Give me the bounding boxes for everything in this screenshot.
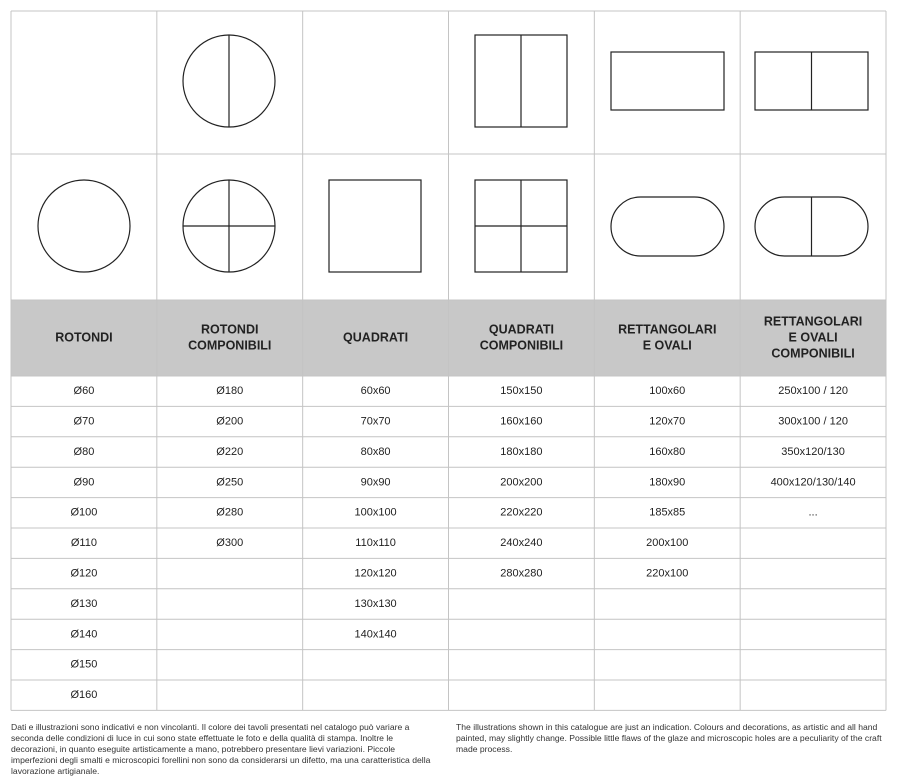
size-item: 160x160 [500,416,542,428]
size-item: 400x120/130/140 [771,476,856,488]
size-item: Ø180 [216,385,243,397]
size-item: 220x220 [500,507,542,519]
size-item: 70x70 [361,416,391,428]
size-item: Ø70 [74,416,95,428]
size-item: 200x200 [500,476,542,488]
column-header: ROTONDI [55,330,112,344]
size-item: 240x240 [500,537,542,549]
column-header: COMPONIBILI [771,346,854,360]
size-item: 200x100 [646,537,688,549]
size-item: Ø200 [216,416,243,428]
size-item: 220x100 [646,568,688,580]
size-item: 130x130 [354,598,396,610]
size-item: 100x100 [354,507,396,519]
size-item: 280x280 [500,568,542,580]
size-item: 120x70 [649,416,685,428]
column-header: COMPONIBILI [480,338,563,352]
size-item: Ø250 [216,476,243,488]
column-header: QUADRATI [343,330,408,344]
size-item: 140x140 [354,628,396,640]
column-header: E OVALI [789,330,838,344]
size-item: 300x100 / 120 [778,416,848,428]
size-item: 150x150 [500,385,542,397]
column-header: E OVALI [643,338,692,352]
footer-italian: Dati e illustrazioni sono indicativi e n… [11,722,431,776]
size-item: Ø160 [70,689,97,701]
size-item: 100x60 [649,385,685,397]
size-item: 160x80 [649,446,685,458]
size-item: 180x180 [500,446,542,458]
size-item: ... [808,507,817,519]
size-item: Ø60 [74,385,95,397]
column-header: QUADRATI [489,322,554,336]
size-item: Ø220 [216,446,243,458]
size-item: 60x60 [361,385,391,397]
icon-oval [610,196,725,257]
size-item: 185x85 [649,507,685,519]
size-item: 250x100 / 120 [778,385,848,397]
size-item: Ø100 [70,507,97,519]
icons [37,34,869,273]
size-item: Ø80 [74,446,95,458]
size-item: Ø120 [70,568,97,580]
size-item: Ø150 [70,659,97,671]
column-header: COMPONIBILI [188,338,271,352]
size-item: 80x80 [361,446,391,458]
column-header: ROTONDI [201,322,258,336]
size-item: Ø90 [74,476,95,488]
icon-square [328,179,422,273]
size-item: 90x90 [361,476,391,488]
icon-rectangle [610,51,725,111]
size-item: 120x120 [354,568,396,580]
column-header: RETTANGOLARI [764,314,862,328]
size-item: Ø300 [216,537,243,549]
footer-english: The illustrations shown in this catalogu… [456,722,882,754]
size-item: 350x120/130 [781,446,845,458]
size-item: Ø280 [216,507,243,519]
icon-round [37,179,131,273]
size-item: 180x90 [649,476,685,488]
column-header: RETTANGOLARI [618,322,716,336]
size-item: Ø140 [70,628,97,640]
size-item: 110x110 [355,537,396,549]
size-item: Ø130 [70,598,97,610]
size-item: Ø110 [71,537,97,549]
